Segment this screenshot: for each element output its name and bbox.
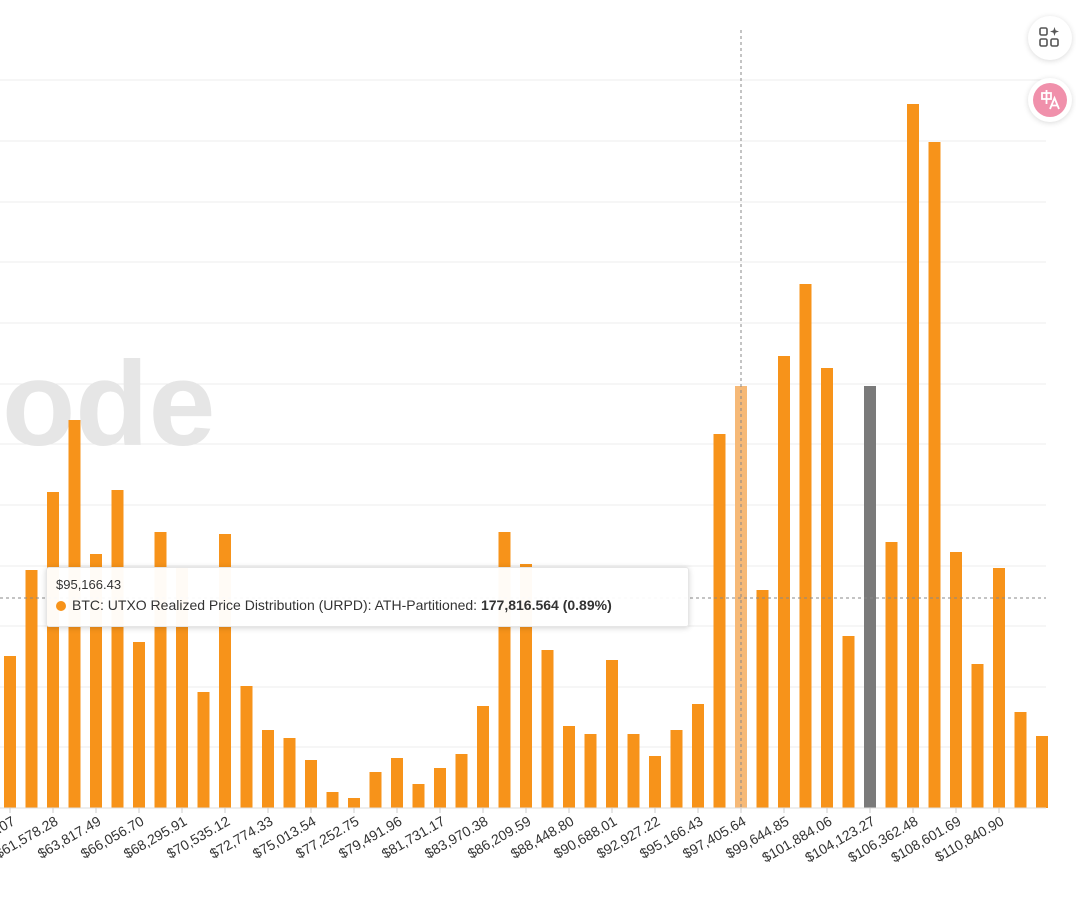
bar <box>799 284 812 808</box>
bar <box>584 734 597 808</box>
bar <box>176 568 188 808</box>
apps-button[interactable] <box>1028 16 1072 60</box>
bar <box>391 758 403 808</box>
tooltip-row: BTC: UTXO Realized Price Distribution (U… <box>56 597 678 613</box>
bar <box>563 726 575 808</box>
bar <box>47 492 59 808</box>
apps-sparkle-icon <box>1039 27 1059 47</box>
bar <box>1036 736 1048 808</box>
bar <box>541 650 554 808</box>
bar <box>477 706 489 808</box>
watermark-text: ode <box>2 337 215 471</box>
bar <box>907 104 919 808</box>
bar <box>928 142 941 808</box>
bar <box>133 642 145 808</box>
bar <box>993 568 1005 808</box>
bar <box>606 660 618 808</box>
bar <box>627 734 640 808</box>
bar <box>713 434 726 808</box>
tooltip-series-name: BTC: UTXO Realized Price Distribution (U… <box>72 597 478 613</box>
bar <box>369 772 382 808</box>
translate-icon <box>1033 83 1067 117</box>
chart-tooltip: $95,166.43 BTC: UTXO Realized Price Dist… <box>46 567 689 627</box>
bar <box>4 656 16 808</box>
bar <box>240 686 253 808</box>
translate-button[interactable] <box>1028 78 1072 122</box>
bar <box>821 368 833 808</box>
bar <box>950 552 962 808</box>
series-dot-icon <box>56 601 66 611</box>
bar <box>412 784 425 808</box>
bar <box>756 590 769 808</box>
bar <box>111 490 124 808</box>
bar <box>778 356 790 808</box>
tooltip-value: 177,816.564 (0.89%) <box>480 597 612 613</box>
bar <box>197 692 210 808</box>
bar <box>1014 712 1027 808</box>
bar <box>455 754 468 808</box>
bar <box>692 704 704 808</box>
bar <box>326 792 339 808</box>
bar <box>971 664 984 808</box>
tooltip-title: $95,166.43 <box>56 577 122 592</box>
bar <box>348 798 360 808</box>
bar <box>434 768 446 808</box>
bar <box>842 636 855 808</box>
bar <box>670 730 683 808</box>
bar <box>262 730 274 808</box>
bar <box>25 570 38 808</box>
bar <box>864 386 876 808</box>
bar <box>283 738 296 808</box>
bar <box>649 756 661 808</box>
bar <box>305 760 317 808</box>
bar <box>885 542 898 808</box>
